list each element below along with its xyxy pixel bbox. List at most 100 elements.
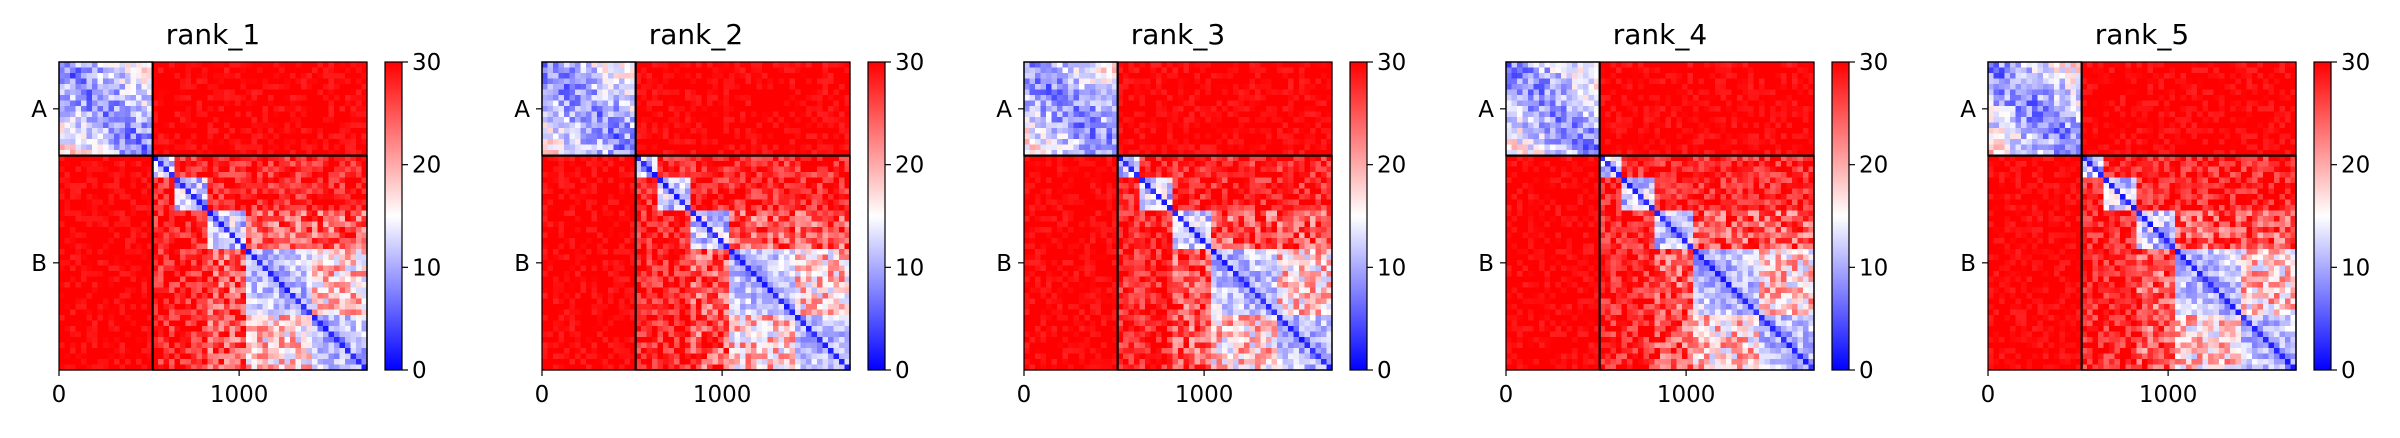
heatmap-cell [114, 298, 121, 305]
heatmap-cell [290, 194, 297, 201]
heatmap-cell [202, 342, 209, 349]
heatmap-cell [833, 78, 840, 85]
heatmap-cell [202, 172, 209, 179]
heatmap-cell [130, 95, 137, 102]
heatmap-cell [685, 95, 692, 102]
heatmap-cell [663, 150, 670, 157]
heatmap-cell [169, 348, 176, 355]
heatmap-cell [778, 78, 785, 85]
heatmap-cell [334, 166, 341, 173]
heatmap-cell [147, 331, 154, 338]
heatmap-cell [191, 265, 198, 272]
heatmap-cell [103, 67, 110, 74]
heatmap-cell [81, 73, 88, 80]
heatmap-cell [729, 67, 736, 74]
heatmap-cell [136, 155, 143, 162]
heatmap-cell [619, 139, 626, 146]
heatmap-cell [196, 84, 203, 91]
heatmap-cell [641, 161, 648, 168]
heatmap-cell [356, 298, 363, 305]
heatmap-cell [712, 216, 719, 223]
heatmap-cell [817, 205, 824, 212]
heatmap-cell [800, 216, 807, 223]
heatmap-cell [806, 100, 813, 107]
heatmap-cell [224, 161, 231, 168]
heatmap-cell [806, 122, 813, 129]
heatmap-cell [235, 359, 242, 366]
heatmap-cell [174, 166, 181, 173]
heatmap-cell [81, 309, 88, 316]
heatmap-cell [180, 298, 187, 305]
heatmap-cell [141, 150, 148, 157]
heatmap-cell [301, 177, 308, 184]
heatmap-cell [136, 227, 143, 234]
heatmap-cell [218, 293, 225, 300]
heatmap-cell [740, 150, 747, 157]
heatmap-cell [86, 106, 93, 113]
heatmap-cell [125, 67, 132, 74]
heatmap-cell [773, 216, 780, 223]
heatmap-cell [268, 221, 275, 228]
heatmap-cell [290, 243, 297, 250]
heatmap-cell [136, 73, 143, 80]
heatmap-cell [70, 205, 77, 212]
heatmap-cell [125, 144, 132, 151]
heatmap-cell [262, 117, 269, 124]
heatmap-cell [762, 210, 769, 217]
heatmap-cell [284, 249, 291, 256]
heatmap-cell [86, 287, 93, 294]
heatmap-cell [251, 133, 258, 140]
heatmap-cell [361, 293, 368, 300]
heatmap-cell [339, 78, 346, 85]
heatmap-cell [75, 78, 82, 85]
heatmap-cell [97, 128, 104, 135]
heatmap-cell [108, 364, 115, 371]
heatmap-cell [696, 216, 703, 223]
heatmap-cell [185, 216, 192, 223]
heatmap-cell [844, 67, 851, 74]
heatmap-cell [229, 194, 236, 201]
heatmap-cell [789, 150, 796, 157]
heatmap-cell [339, 100, 346, 107]
heatmap-cell [180, 122, 187, 129]
heatmap-cell [762, 111, 769, 118]
heatmap-cell [789, 227, 796, 234]
heatmap-cell [306, 216, 313, 223]
heatmap-cell [652, 150, 659, 157]
heatmap-cell [674, 205, 681, 212]
heatmap-cell [613, 150, 620, 157]
heatmap-cell [97, 210, 104, 217]
heatmap-cell [81, 320, 88, 327]
heatmap-cell [712, 139, 719, 146]
heatmap-cell [657, 194, 664, 201]
heatmap-cell [246, 67, 253, 74]
heatmap-cell [273, 243, 280, 250]
heatmap-cell [262, 326, 269, 333]
heatmap-cell [207, 282, 214, 289]
heatmap-cell [108, 331, 115, 338]
heatmap-cell [663, 144, 670, 151]
heatmap-cell [185, 188, 192, 195]
heatmap-cell [690, 128, 697, 135]
heatmap-cell [114, 364, 121, 371]
heatmap-cell [339, 276, 346, 283]
heatmap-cell [740, 227, 747, 234]
heatmap-cell [147, 117, 154, 124]
heatmap-cell [668, 172, 675, 179]
heatmap-cell [152, 133, 159, 140]
heatmap-cell [701, 67, 708, 74]
heatmap-cell [306, 265, 313, 272]
heatmap-cell [328, 166, 335, 173]
heatmap-cell [619, 227, 626, 234]
heatmap-cell [202, 232, 209, 239]
heatmap-cell [707, 161, 714, 168]
heatmap-cell [174, 67, 181, 74]
heatmap-cell [257, 315, 264, 322]
heatmap-cell [163, 67, 170, 74]
heatmap-cell [64, 117, 71, 124]
heatmap-cell [345, 238, 352, 245]
heatmap-cell [339, 95, 346, 102]
heatmap-cell [597, 73, 604, 80]
heatmap-cell [191, 293, 198, 300]
heatmap-cell [356, 89, 363, 96]
